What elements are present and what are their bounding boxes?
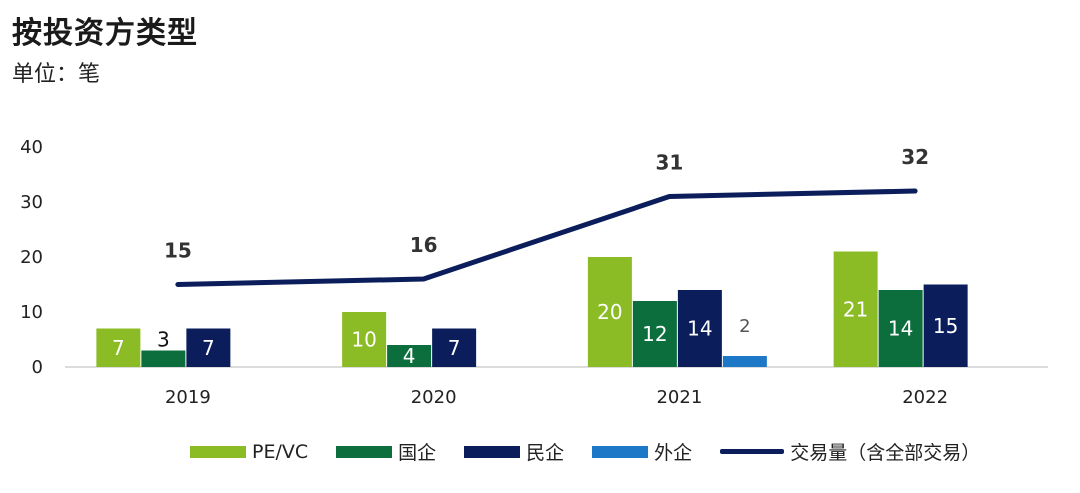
line-value-label: 31 — [655, 151, 683, 175]
bar-value-label: 7 — [202, 336, 215, 360]
legend-item: 外企 — [592, 438, 692, 465]
bar-value-label: 3 — [157, 328, 170, 352]
chart-title: 按投资方类型 — [12, 16, 198, 51]
bar-2021-PE/VC — [587, 257, 632, 367]
bar-2021-民企 — [677, 290, 722, 367]
bar-2021-外企 — [722, 356, 767, 367]
x-tick-label: 2020 — [411, 387, 457, 408]
bar-value-label: 7 — [448, 336, 461, 360]
bar-value-label: 14 — [687, 317, 712, 341]
bar-value-label: 21 — [843, 297, 868, 321]
x-tick-label: 2021 — [656, 387, 702, 408]
legend-swatch — [336, 445, 393, 458]
legend-swatch — [464, 445, 521, 458]
bar-2020-民企 — [432, 328, 477, 367]
bar-2022-国企 — [878, 290, 923, 367]
bar-2020-国企 — [387, 345, 432, 367]
y-tick-label: 20 — [20, 247, 43, 268]
bar-value-label: 12 — [642, 322, 667, 346]
legend-item: PE/VC — [190, 441, 308, 463]
legend-label: 外企 — [654, 442, 693, 464]
legend-item: 民企 — [464, 438, 564, 465]
legend-swatch — [190, 445, 246, 458]
bar-value-label: 10 — [351, 328, 376, 352]
line-series-total — [175, 188, 918, 287]
line-value-label: 15 — [164, 239, 192, 263]
y-tick-label: 10 — [20, 302, 43, 323]
line-value-label: 32 — [901, 145, 929, 169]
bar-2019-国企 — [141, 350, 186, 367]
chart-legend: PE/VC 国企 民企 外企 交易量（含全部交易） — [190, 438, 1008, 465]
y-tick-label: 30 — [20, 192, 43, 213]
line-value-label: 16 — [410, 233, 438, 257]
x-tick-label: 2019 — [165, 387, 211, 408]
y-tick-label: 40 — [20, 137, 43, 158]
legend-swatch — [592, 445, 649, 458]
bar-2020-PE/VC — [342, 312, 387, 367]
bar-value-label: 20 — [597, 300, 622, 324]
bar-2022-PE/VC — [833, 251, 878, 367]
bar-2019-PE/VC — [96, 328, 141, 367]
bar-value-label: 7 — [112, 336, 125, 360]
chart-subtitle: 单位：笔 — [12, 62, 101, 87]
y-tick-label: 0 — [32, 357, 43, 378]
legend-label: 交易量（含全部交易） — [790, 442, 981, 464]
bar-value-label: 15 — [933, 314, 958, 338]
legend-label: PE/VC — [252, 440, 309, 463]
bar-value-label: 14 — [888, 317, 913, 341]
legend-label: 民企 — [526, 442, 565, 464]
legend-item: 交易量（含全部交易） — [720, 438, 980, 465]
bar-value-label: 2 — [739, 316, 750, 337]
x-tick-label: 2022 — [902, 387, 948, 408]
bar-2022-民企 — [923, 284, 968, 367]
legend-label: 国企 — [398, 442, 437, 464]
legend-line-swatch — [720, 449, 785, 454]
bar-2021-国企 — [632, 301, 677, 367]
legend-item: 国企 — [336, 438, 436, 465]
bar-2019-民企 — [186, 328, 231, 367]
bar-value-label: 4 — [403, 344, 416, 368]
